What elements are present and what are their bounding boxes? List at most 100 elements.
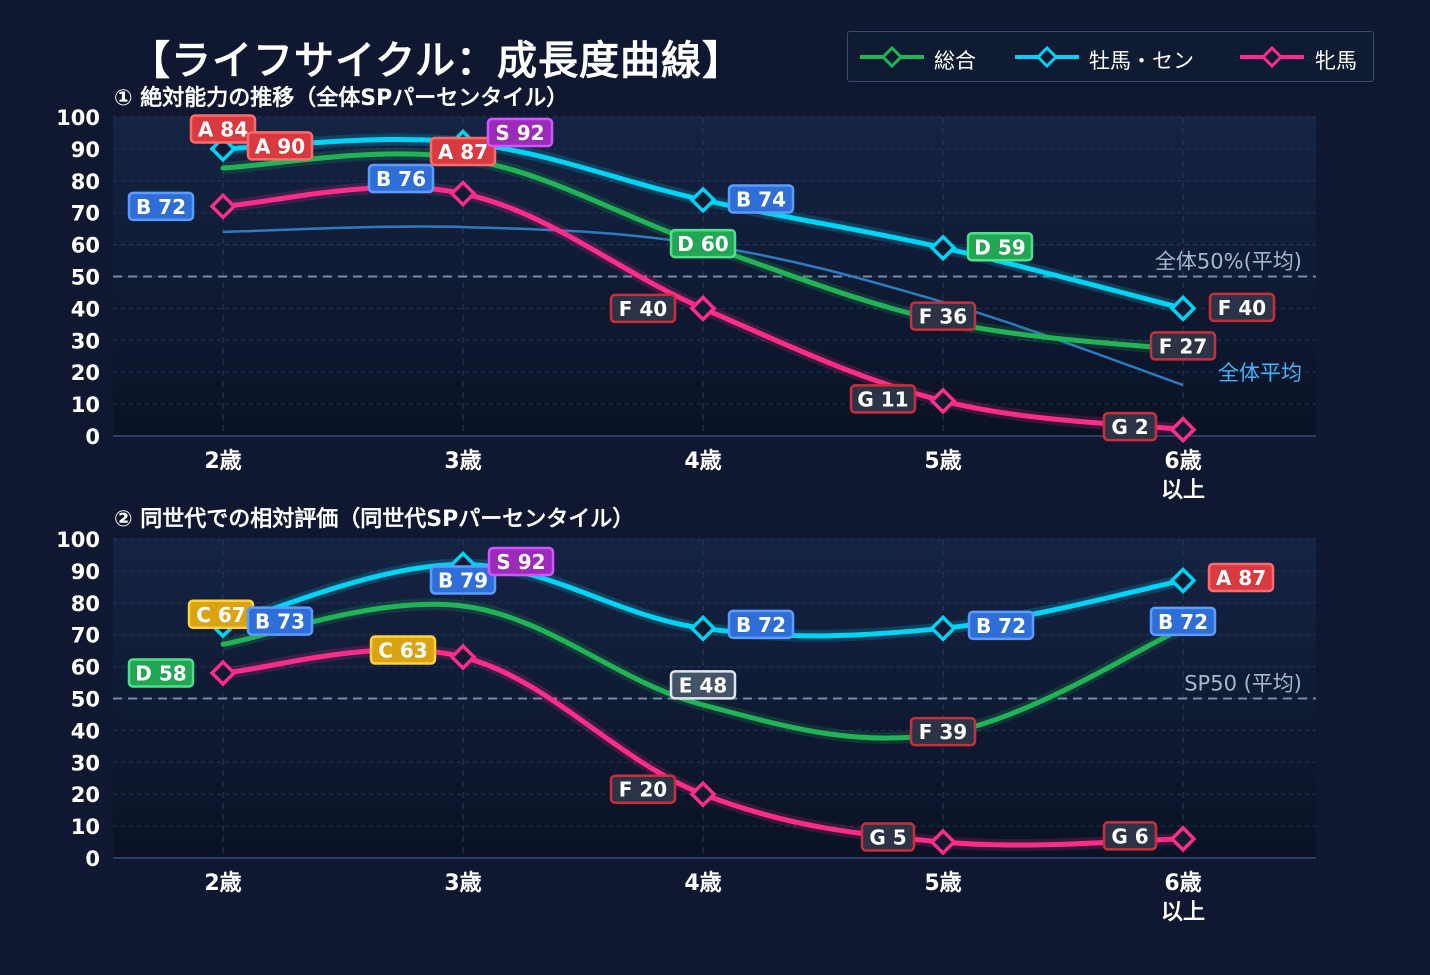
y-tick-label: 80 — [71, 170, 100, 194]
legend-markers — [860, 45, 1304, 69]
data-label-badge — [609, 293, 677, 324]
chart2-title: ② 同世代での相対評価（同世代SPパーセンタイル） — [114, 507, 635, 532]
data-point — [689, 186, 717, 214]
data-label-badge — [727, 184, 795, 214]
y-tick-label: 90 — [71, 560, 100, 584]
data-label-badge — [1207, 562, 1275, 593]
data-label-badge — [487, 546, 555, 577]
data-point — [929, 614, 957, 642]
y-tick-label: 100 — [56, 106, 100, 130]
data-label: B 79 — [438, 568, 488, 592]
data-label: G 2 — [1111, 415, 1148, 439]
data-label: B 74 — [736, 187, 786, 211]
y-tick-label: 10 — [71, 815, 100, 839]
y-tick-label: 50 — [71, 688, 100, 712]
data-label-badge — [1208, 292, 1276, 323]
y-tick-label: 100 — [56, 528, 100, 552]
data-label-badge — [966, 232, 1034, 262]
y-tick-label: 30 — [71, 751, 100, 775]
data-point — [1169, 825, 1197, 853]
data-label-badge — [669, 670, 737, 700]
data-label-badge — [967, 610, 1035, 641]
legend-label-male: 牡馬・セン — [1089, 49, 1194, 73]
x-tick-label: 5歳 — [924, 871, 961, 896]
legend-label-total: 総合 — [934, 49, 976, 73]
data-label: F 20 — [619, 778, 667, 802]
y-tick-label: 10 — [71, 393, 100, 417]
reference-line-label: SP50 (平均) — [1184, 672, 1302, 696]
data-label: F 39 — [919, 720, 967, 744]
data-label: F 27 — [1159, 334, 1207, 358]
data-label-badge — [1102, 821, 1158, 851]
data-label-badge — [127, 191, 195, 222]
data-label-badge — [127, 658, 195, 688]
data-label-badge — [189, 114, 257, 144]
y-tick-label: 70 — [71, 202, 100, 226]
y-tick-label: 30 — [71, 329, 100, 353]
y-tick-label: 70 — [71, 624, 100, 648]
data-label-badge — [429, 136, 497, 167]
x-tick-label: 6歳 — [1164, 871, 1201, 896]
data-label-badge — [609, 774, 677, 804]
y-tick-label: 20 — [71, 783, 100, 807]
data-label: G 11 — [857, 387, 908, 411]
data-label-badge — [369, 635, 437, 665]
y-tick-label: 40 — [71, 719, 100, 743]
data-label: A 84 — [198, 118, 248, 142]
chart1-title: ① 絶対能力の推移（全体SPパーセンタイル） — [114, 86, 569, 111]
x-tick-label: 6歳 — [1164, 449, 1201, 474]
data-point — [1169, 566, 1197, 594]
page-title: 【ライフサイクル：成長度曲線】 — [130, 38, 743, 84]
data-label: F 40 — [1218, 296, 1266, 320]
data-label: S 92 — [496, 550, 545, 574]
y-tick-label: 60 — [71, 656, 100, 680]
data-label-badge — [246, 131, 314, 161]
data-label: F 40 — [619, 297, 667, 321]
average-curve-label: 全体平均 — [1218, 361, 1302, 385]
data-point — [929, 234, 957, 262]
y-tick-label: 0 — [85, 425, 100, 449]
data-label: D 59 — [974, 235, 1025, 259]
x-tick-label: 3歳 — [444, 449, 481, 474]
data-label: G 5 — [869, 826, 906, 850]
y-tick-label: 0 — [85, 847, 100, 871]
y-tick-label: 60 — [71, 234, 100, 258]
data-point — [209, 659, 237, 687]
data-label: E 48 — [679, 673, 727, 697]
y-tick-label: 20 — [71, 361, 100, 385]
data-point — [1169, 294, 1197, 322]
data-label-badge — [486, 117, 554, 148]
data-point — [689, 614, 717, 642]
data-point — [449, 643, 477, 671]
data-label-badge — [1102, 411, 1158, 442]
x-tick-label: 4歳 — [684, 449, 721, 474]
data-label-badge — [246, 606, 314, 636]
x-tick-label: 2歳 — [204, 871, 241, 896]
data-label: B 73 — [255, 610, 305, 634]
data-label: B 72 — [736, 613, 786, 637]
data-label-badge — [669, 228, 737, 259]
x-tick-label: 4歳 — [684, 871, 721, 896]
data-point — [449, 180, 477, 208]
data-label: C 67 — [196, 603, 245, 627]
data-label: B 72 — [1158, 610, 1208, 634]
data-label-badge — [909, 301, 977, 331]
data-label: A 90 — [255, 134, 305, 158]
data-label: C 63 — [378, 639, 427, 663]
data-label: A 87 — [1216, 566, 1266, 590]
data-label-badge — [367, 163, 435, 194]
data-label-badge — [1149, 606, 1217, 637]
data-label: D 60 — [677, 232, 728, 256]
x-tick-label: 2歳 — [204, 449, 241, 474]
legend-marker — [1035, 45, 1059, 69]
data-point — [209, 192, 237, 220]
legend-marker — [1260, 45, 1284, 69]
y-tick-label: 90 — [71, 138, 100, 162]
data-label-badge — [727, 609, 795, 640]
data-label-badge — [909, 716, 977, 747]
data-label: B 76 — [376, 167, 426, 191]
legend: 総合 牡馬・セン 牝馬 — [847, 31, 1374, 82]
data-label: B 72 — [136, 195, 186, 219]
